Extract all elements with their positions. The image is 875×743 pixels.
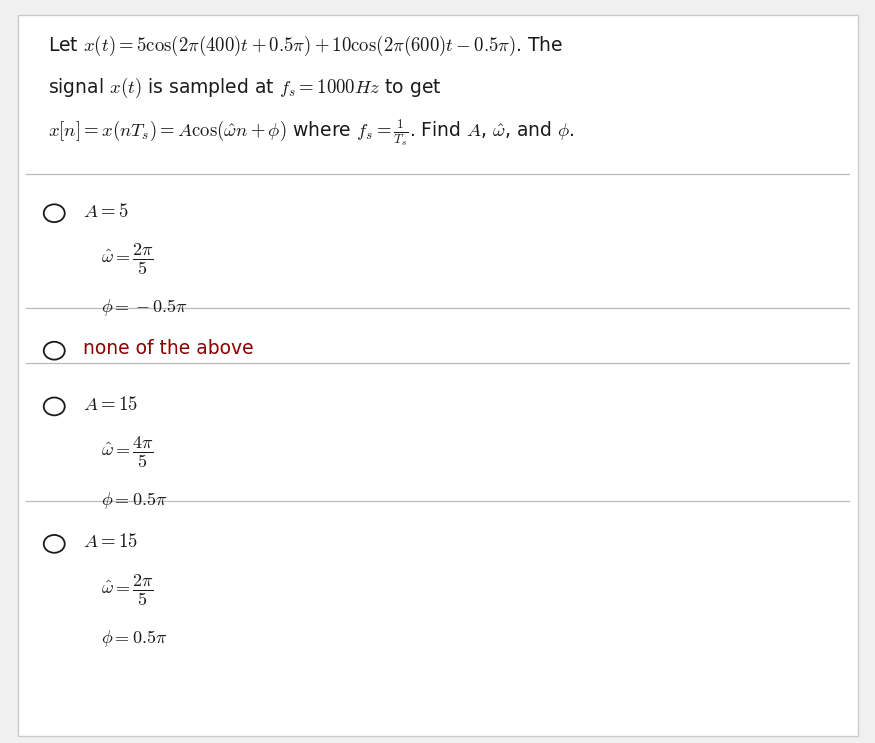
Text: $A = 15$: $A = 15$ [83,395,138,414]
Text: $\phi = 0.5\pi$: $\phi = 0.5\pi$ [101,628,167,649]
Text: $A = 15$: $A = 15$ [83,532,138,551]
Text: $\phi = 0.5\pi$: $\phi = 0.5\pi$ [101,490,167,511]
Text: signal $x(t)$ is sampled at $f_s = 1000Hz$ to get: signal $x(t)$ is sampled at $f_s = 1000H… [48,76,442,100]
Text: $\phi = -0.5\pi$: $\phi = -0.5\pi$ [101,297,187,318]
Text: $x[n] = x(nT_s) = A\cos(\hat{\omega}n + \phi)$ where $f_s = \frac{1}{T_s}$. Find: $x[n] = x(nT_s) = A\cos(\hat{\omega}n + … [48,118,575,149]
Text: Let $x(t) = 5\cos(2\pi(400)t + 0.5\pi) + 10\cos(2\pi(600)t - 0.5\pi)$. The: Let $x(t) = 5\cos(2\pi(400)t + 0.5\pi) +… [48,33,564,58]
Text: $A = 5$: $A = 5$ [83,201,129,221]
FancyBboxPatch shape [18,15,858,736]
Text: $\hat{\omega} = \dfrac{2\pi}{5}$: $\hat{\omega} = \dfrac{2\pi}{5}$ [101,241,153,277]
Text: none of the above: none of the above [83,339,254,358]
Text: $\hat{\omega} = \dfrac{2\pi}{5}$: $\hat{\omega} = \dfrac{2\pi}{5}$ [101,572,153,608]
Text: $\hat{\omega} = \dfrac{4\pi}{5}$: $\hat{\omega} = \dfrac{4\pi}{5}$ [101,435,153,470]
